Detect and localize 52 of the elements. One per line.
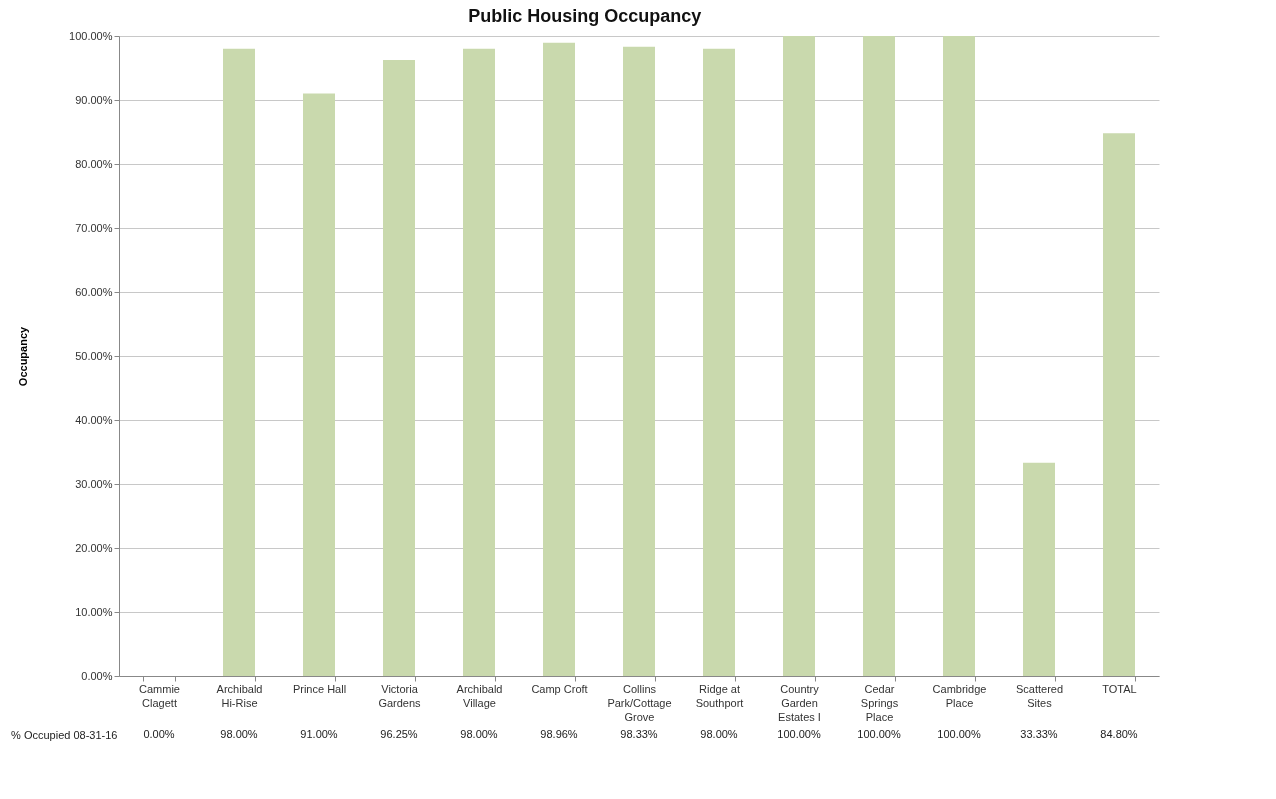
x-tick-label: Archibald Village [456,682,503,709]
data-label: 0.00% [143,728,175,740]
x-tick-label: Prince Hall [292,682,347,695]
x-tick-label: Camp Croft [531,682,588,695]
y-tick-label: 50.00% [75,349,113,362]
x-tick-label: Victoria Gardens [378,682,422,709]
data-label: 98.00% [220,728,258,740]
data-label: 91.00% [300,728,338,740]
y-tick-label: 70.00% [75,221,113,234]
x-tick-label: Cammie Clagett [139,682,180,709]
y-tick-label: 10.00% [75,605,113,618]
x-tick-label: Cedar Springs Place [860,682,899,723]
data-label: 100.00% [777,728,821,740]
x-tick-label: Scattered Sites [1015,682,1064,709]
data-label: 100.00% [857,728,901,740]
y-tick-label: 40.00% [75,413,113,426]
data-label: 98.96% [540,728,578,740]
data-label: 100.00% [937,728,981,740]
data-label: 98.00% [700,728,738,740]
y-tick-label: 90.00% [75,93,113,106]
y-axis-title: Occupancy [17,325,30,387]
bar [383,60,415,676]
bar [783,36,815,676]
y-tick-label: 30.00% [75,477,113,490]
x-tick-label: Collins Park/Cottage Grove [607,682,672,723]
data-label: 96.25% [380,728,418,740]
y-tick-label: 80.00% [75,157,113,170]
chart-title: Public Housing Occupancy [468,6,702,26]
bar [543,42,575,676]
bar [463,48,495,676]
bar [863,36,895,676]
x-tick-label: TOTAL [1102,682,1137,695]
y-tick-label: 60.00% [75,285,113,298]
data-label: 33.33% [1020,728,1058,740]
bar [1103,133,1135,676]
bar [1023,462,1055,676]
y-tick-label: 20.00% [75,541,113,554]
data-label: 84.80% [1100,728,1138,740]
data-label: 98.33% [620,728,658,740]
y-tick-label: 0.00% [81,669,113,682]
x-tick-label: Country Garden Estates I [778,682,821,723]
bar [623,46,655,676]
data-label: 98.00% [460,728,498,740]
x-tick-label: Ridge at Southport [695,682,744,709]
x-tick-label: Cambridge Place [932,682,987,709]
bar [303,93,335,676]
bar [223,48,255,676]
bar [943,36,975,676]
bar [703,48,735,676]
x-tick-label: Archibald Hi-Rise [216,682,263,709]
text: % Occupied 08-31-16 [11,728,118,741]
y-tick-label: 100.00% [69,29,113,42]
